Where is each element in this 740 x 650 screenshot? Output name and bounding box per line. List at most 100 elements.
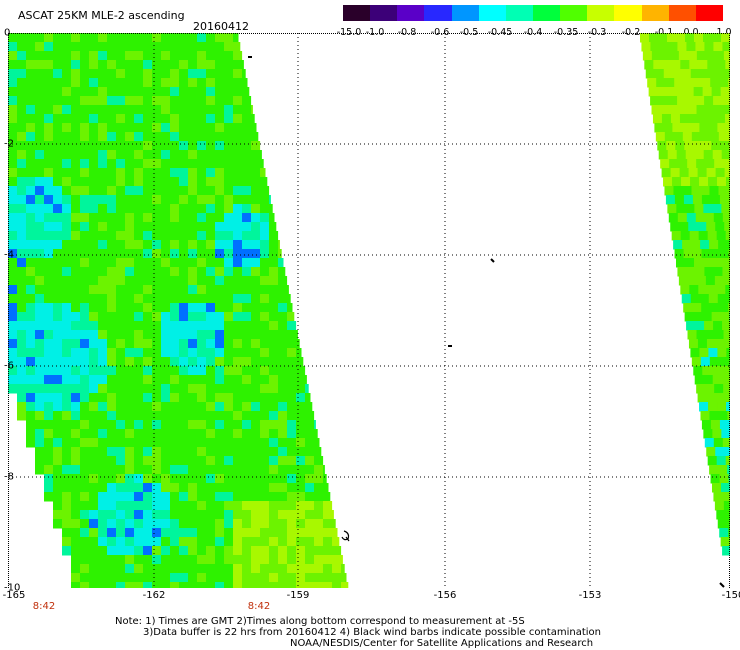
swath-cell [260, 465, 270, 475]
swath-cell [278, 555, 288, 565]
swath-cell [62, 33, 72, 43]
swath-cell [152, 366, 162, 376]
swath-cell [143, 348, 153, 358]
swath-cell [269, 564, 279, 574]
swath-cell [719, 195, 730, 205]
colorbar-ticks: -15.0 -1.0 -0.8 -0.6 -0.5 -0.45 -0.4 -0.35 -0.3-… [332, 27, 732, 39]
swath-cell [305, 564, 315, 574]
swath-cell [278, 366, 288, 376]
swath-cell [644, 60, 654, 70]
swath-cell [251, 195, 261, 205]
swath-cell [278, 537, 288, 547]
swath-cell [44, 474, 54, 484]
swath-cell [161, 42, 171, 52]
swath-cell [89, 555, 99, 565]
swath-cell [179, 87, 189, 97]
swath-cell [723, 105, 730, 115]
swath-cell [287, 483, 297, 493]
swath-cell [714, 276, 725, 286]
swath-cell [706, 222, 716, 232]
swath-cell [107, 195, 117, 205]
swath-cell [721, 429, 730, 439]
swath-cell [125, 204, 135, 214]
swath-cell [278, 321, 288, 331]
swath-cell [269, 231, 279, 241]
swath-cell [170, 438, 180, 448]
colorbar-segment [424, 5, 452, 21]
swath-cell [649, 33, 659, 43]
swath-cell [26, 312, 36, 322]
swath-cell [152, 357, 162, 367]
swath-cell [197, 267, 207, 277]
swath-cell [179, 213, 189, 223]
swath-cell [224, 348, 234, 358]
swath-cell [242, 240, 252, 250]
swath-cell [260, 582, 270, 588]
swath-cell [224, 429, 234, 439]
swath-cell [658, 33, 668, 43]
swath-cell [161, 294, 171, 304]
swath-cell [260, 393, 270, 403]
swath-cell [669, 105, 680, 115]
swath-cell [693, 366, 703, 376]
swath-cell [89, 357, 99, 367]
swath-cell [341, 564, 345, 574]
swath-cell [8, 78, 18, 88]
swath-cell [152, 375, 162, 385]
swath-cell [698, 231, 709, 241]
swath-cell [125, 150, 135, 160]
swath-cell [161, 204, 171, 214]
colorbar-tick-label: -1.0 [365, 27, 385, 38]
swath-cell [53, 375, 63, 385]
swath-cell [8, 204, 18, 214]
swath-cell [134, 555, 144, 565]
swath-cell [44, 51, 54, 61]
swath-cell [53, 285, 63, 295]
swath-cell [8, 213, 18, 223]
swath-cell [197, 573, 207, 583]
swath-cell [659, 42, 669, 52]
swath-cell [179, 222, 189, 232]
swath-cell [62, 195, 72, 205]
swath-cell [242, 96, 252, 106]
swath-cell [170, 78, 180, 88]
swath-cell [170, 294, 180, 304]
swath-cell [116, 168, 126, 178]
swath-cell [287, 339, 297, 349]
swath-cell [134, 438, 144, 448]
swath-cell [695, 96, 705, 106]
swath-cell [224, 456, 234, 466]
swath-cell [53, 384, 63, 394]
swath-cell [161, 555, 171, 565]
swath-cell [170, 357, 180, 367]
swath-cell [44, 105, 54, 115]
swath-cell [242, 78, 248, 88]
swath-cell [116, 447, 126, 457]
swath-cell [17, 348, 27, 358]
swath-cell [206, 258, 216, 268]
swath-cell [719, 474, 730, 484]
swath-cell [116, 375, 126, 385]
swath-cell [242, 276, 252, 286]
swath-cell [696, 330, 707, 340]
swath-cell [287, 330, 297, 340]
swath-cell [143, 69, 153, 79]
swath-cell [71, 186, 81, 196]
swath-cell [260, 213, 270, 223]
swath-cell [702, 366, 712, 376]
swath-cell [179, 483, 189, 493]
swath-cell [80, 204, 90, 214]
swath-cell [161, 393, 171, 403]
swath-cell [676, 33, 686, 43]
swath-cell [8, 231, 18, 241]
swath-cell [116, 60, 126, 70]
swath-cell [715, 114, 726, 124]
swath-cell [152, 420, 162, 430]
swath-cell [116, 348, 126, 358]
swath-cell [62, 357, 72, 367]
swath-cell [323, 564, 333, 574]
swath-cell [701, 195, 712, 205]
swath-cell [152, 258, 162, 268]
swath-cell [233, 51, 243, 61]
swath-cell [233, 474, 243, 484]
